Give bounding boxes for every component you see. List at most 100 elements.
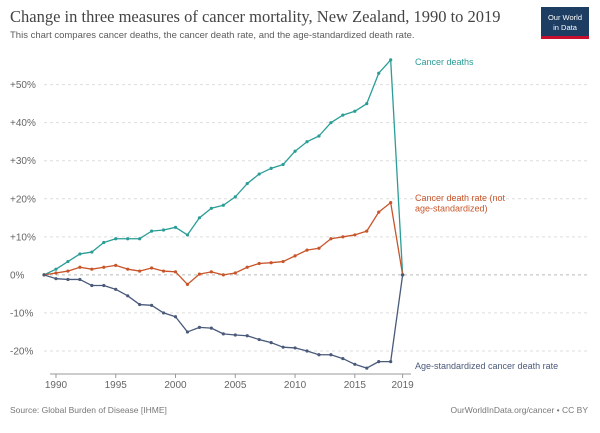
data-point-age-standardized [102,283,106,288]
data-point-age-standardized [341,356,345,361]
data-point-cancer-deaths [257,172,261,176]
data-point-cancer-deaths [233,195,237,199]
data-point-cancer-deaths [66,259,70,264]
data-point-age-standardized [150,303,154,307]
data-point-death-rate [269,261,273,265]
data-point-death-rate [173,270,178,274]
data-point-cancer-deaths [293,149,297,153]
data-point-death-rate [185,282,190,286]
data-point-age-standardized [221,332,225,336]
data-point-age-standardized [161,311,166,315]
data-point-age-standardized [281,345,285,349]
data-point-death-rate [329,237,333,241]
data-point-death-rate [233,271,237,275]
x-tick-label: 2005 [224,380,247,391]
data-point-death-rate [126,267,130,271]
data-point-age-standardized [185,330,190,334]
data-point-age-standardized [54,277,58,281]
y-tick-label: 0% [10,270,25,281]
data-point-death-rate [221,273,225,277]
y-tick-label: +20% [10,194,36,205]
chart-subtitle: This chart compares cancer deaths, the c… [10,30,415,41]
series-line-death-rate [43,201,404,286]
data-point-death-rate [281,259,285,264]
data-point-cancer-deaths [245,181,249,186]
data-point-death-rate [293,254,297,258]
source-note: Source: Global Burden of Disease [IHME] [10,405,167,415]
data-point-cancer-deaths [365,102,369,106]
data-point-death-rate [389,200,393,205]
data-point-cancer-deaths [209,206,213,210]
y-tick-label: +10% [10,232,36,243]
y-tick-label: -10% [10,308,33,319]
data-point-death-rate [114,263,118,267]
data-point-death-rate [197,272,202,276]
data-point-age-standardized [269,341,273,345]
data-point-cancer-deaths [138,237,142,241]
data-point-age-standardized [293,346,297,350]
data-point-cancer-deaths [54,267,58,271]
data-point-age-standardized [90,283,94,288]
data-point-death-rate [102,265,106,269]
data-point-cancer-deaths [329,121,333,125]
data-point-death-rate [90,267,94,271]
x-tick-label: 2015 [344,380,367,391]
data-point-age-standardized [197,325,202,329]
series-label-cancer-deaths: Cancer deaths [415,57,474,67]
data-point-age-standardized [209,326,213,330]
data-point-age-standardized [126,294,130,298]
data-point-cancer-deaths [126,237,130,241]
data-point-death-rate [365,229,369,233]
x-tick-label: 2010 [284,380,307,391]
data-point-cancer-deaths [281,162,285,167]
series-line-cancer-deaths [43,59,404,276]
data-point-death-rate [161,269,166,273]
credit-link[interactable]: OurWorldInData.org/cancer • CC BY [450,405,588,415]
data-point-cancer-deaths [161,228,166,232]
data-point-age-standardized [365,366,369,370]
y-tick-label: +50% [10,80,36,91]
x-tick-label: 1995 [105,380,128,391]
data-point-cancer-deaths [389,58,393,62]
data-point-age-standardized [245,334,249,338]
data-point-cancer-deaths [173,225,178,229]
data-point-age-standardized [233,333,237,337]
data-point-death-rate [341,235,345,239]
data-point-death-rate [66,269,70,273]
data-point-age-standardized [317,353,321,357]
data-point-age-standardized [377,360,381,364]
data-point-death-rate [245,265,249,269]
data-point-age-standardized [114,287,118,291]
data-point-cancer-deaths [150,229,154,233]
y-tick-label: -20% [10,346,33,357]
data-point-cancer-deaths [353,109,357,113]
owid-logo[interactable]: Our World in Data [541,7,589,39]
data-point-age-standardized [401,273,405,277]
logo-line-1: Our World [547,13,583,22]
data-point-cancer-deaths [78,252,82,256]
data-point-cancer-deaths [269,166,273,170]
data-point-death-rate [317,246,321,250]
logo-line-2: in Data [553,23,577,32]
data-point-death-rate [150,266,154,270]
data-point-cancer-deaths [305,140,309,144]
data-point-death-rate [257,261,261,266]
data-point-death-rate [377,210,381,214]
x-tick-label: 1990 [45,380,68,391]
y-tick-label: +30% [10,156,36,167]
data-point-death-rate [353,233,357,237]
data-point-death-rate [138,269,142,273]
data-point-age-standardized [389,360,393,364]
data-point-cancer-deaths [197,216,202,220]
data-point-cancer-deaths [185,233,190,237]
data-point-age-standardized [329,353,333,357]
data-point-age-standardized [353,362,357,366]
chart-title: Change in three measures of cancer morta… [10,7,501,26]
x-tick-label: 2000 [164,380,187,391]
series-label-age-standardized: Age-standardized cancer death rate [415,361,558,371]
data-point-cancer-deaths [317,134,321,138]
x-tick-label: 2019 [392,380,415,391]
data-point-cancer-deaths [221,203,225,207]
data-point-cancer-deaths [90,250,94,254]
